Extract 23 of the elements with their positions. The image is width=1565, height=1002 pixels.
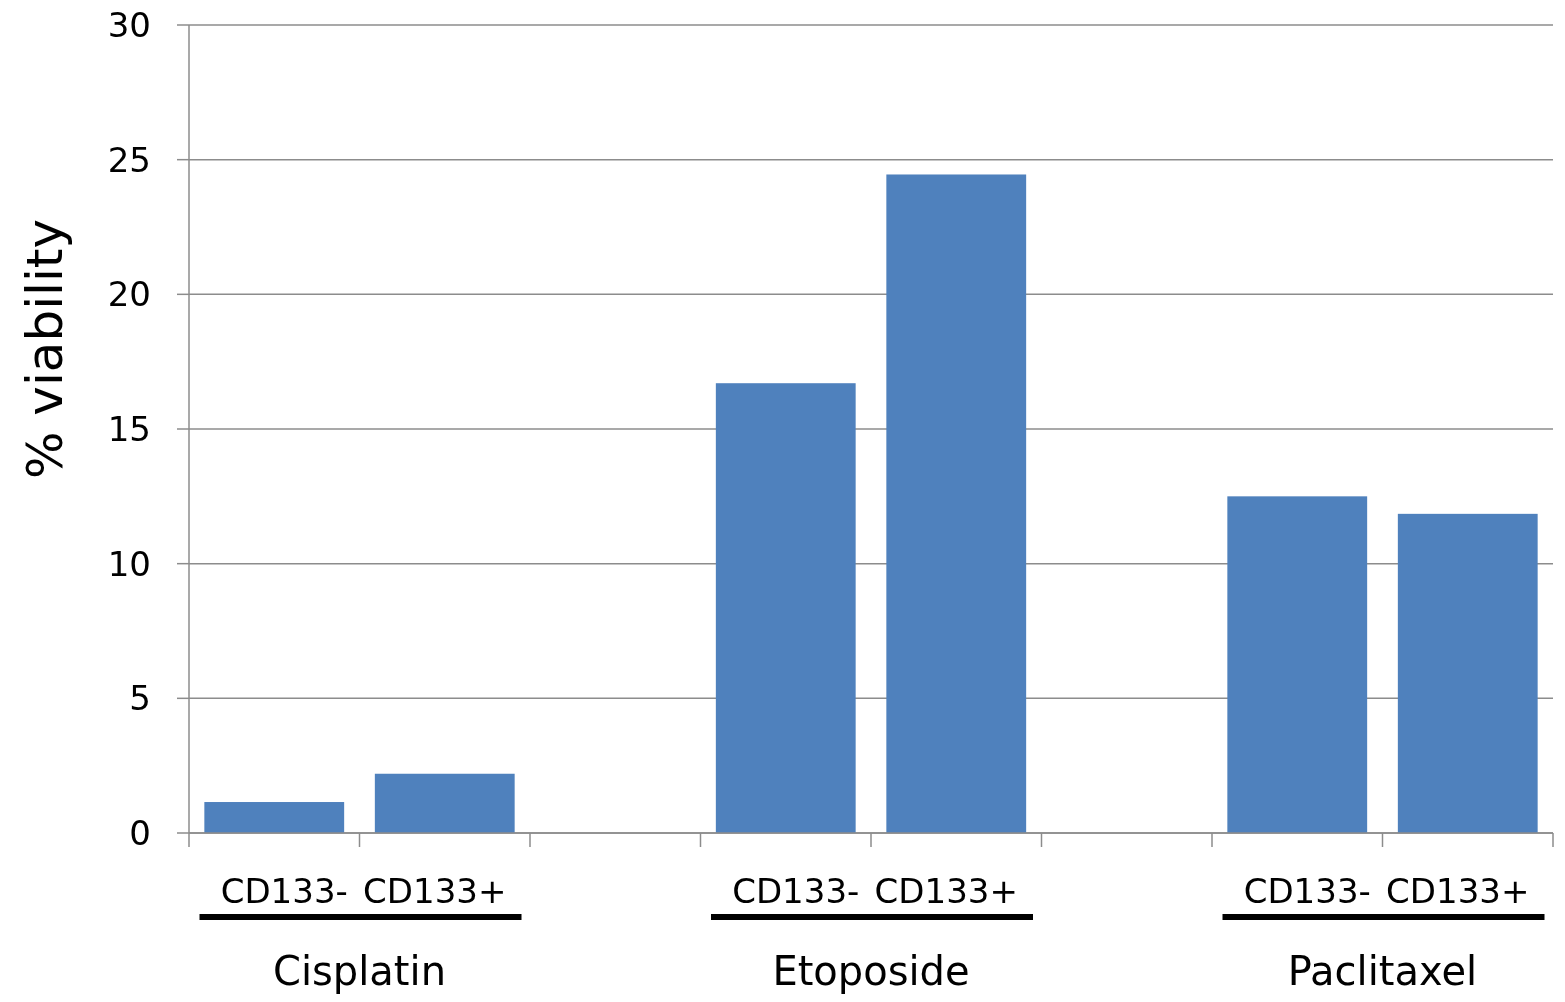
y-axis-title: % viability	[16, 218, 74, 480]
x-tick-label: CD133+	[1386, 871, 1530, 911]
bar	[715, 383, 856, 833]
text: Cisplatin	[272, 948, 447, 994]
x-tick-label: CD133+	[363, 871, 507, 911]
bar	[1227, 496, 1368, 833]
x-tick-label: CD133+	[874, 871, 1018, 911]
bar	[204, 802, 345, 833]
y-tick-label: 0	[129, 813, 151, 853]
x-tick-label: CD133-	[732, 871, 860, 911]
text: Paclitaxel	[1287, 948, 1478, 994]
bar	[1397, 513, 1538, 833]
bar	[374, 773, 515, 833]
y-tick-label: 30	[107, 5, 151, 45]
text: Etoposide	[772, 948, 970, 994]
y-tick-label: 5	[129, 678, 151, 719]
y-tick-label: 10	[107, 543, 151, 584]
y-tick-label: 25	[107, 139, 151, 180]
x-tick-label: CD133-	[220, 871, 348, 911]
x-tick-label: CD133-	[1243, 871, 1371, 911]
y-tick-label: 20	[107, 274, 151, 315]
y-tick-label: 15	[107, 409, 151, 449]
bar	[886, 174, 1027, 833]
